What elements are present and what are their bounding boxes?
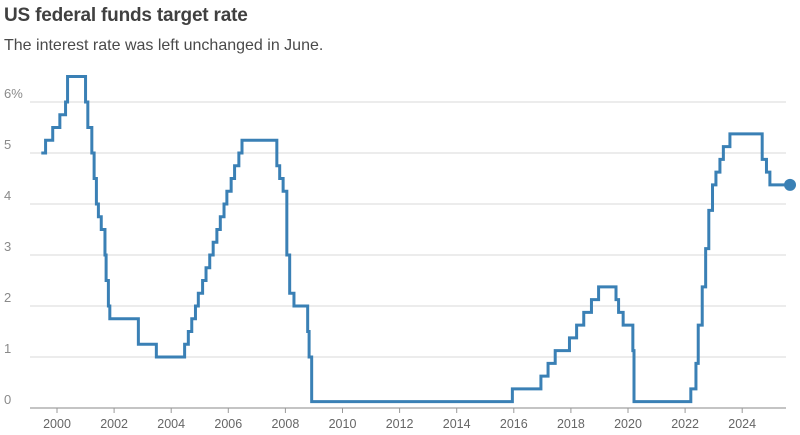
axis-layer: 0 1 2 3 4 5 6% 2000 2002 2004 2006 2008 2010 2012 2014…	[4, 86, 756, 431]
x-tick-label: 2018	[557, 417, 585, 431]
x-tick-label: 2002	[100, 417, 128, 431]
x-tick-label: 2020	[614, 417, 642, 431]
chart-title: US federal funds target rate	[4, 5, 248, 26]
x-tick-label: 2012	[386, 417, 414, 431]
y-tick-label: 1	[4, 341, 11, 356]
x-tick-label: 2008	[271, 417, 299, 431]
y-tick-label: 0	[4, 392, 11, 407]
y-tick-label: 6%	[4, 86, 23, 101]
y-tick-label: 4	[4, 188, 11, 203]
grid-layer	[30, 101, 786, 409]
y-tick-label: 2	[4, 290, 11, 305]
x-tick-label: 2016	[500, 417, 528, 431]
series-line-fed-funds-rate	[41, 75, 786, 404]
chart-subtitle: The interest rate was left unchanged in …	[4, 37, 324, 54]
x-tick-label: 2006	[214, 417, 242, 431]
y-tick-label: 5	[4, 137, 11, 152]
y-tick-label: 3	[4, 239, 11, 254]
latest-value-marker	[784, 178, 797, 191]
x-tick-label: 2014	[443, 417, 471, 431]
x-tick-label: 2000	[43, 417, 71, 431]
x-tick-label: 2010	[329, 417, 357, 431]
x-tick-label: 2022	[671, 417, 699, 431]
series-layer	[41, 75, 797, 404]
x-tick-label: 2024	[728, 417, 756, 431]
x-tick-label: 2004	[157, 417, 185, 431]
